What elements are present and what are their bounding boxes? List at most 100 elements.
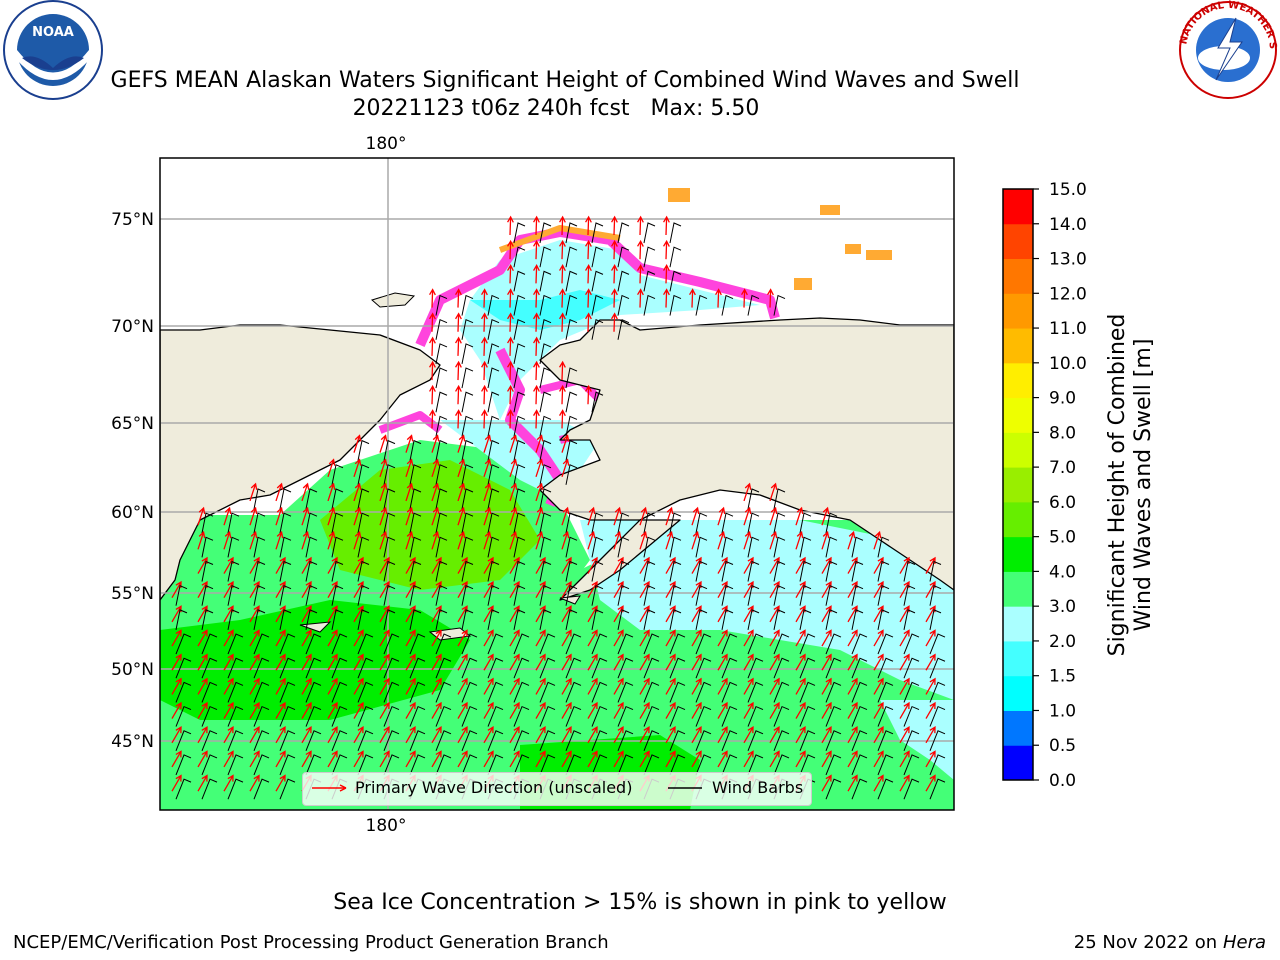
max-value: Max: 5.50: [650, 96, 760, 121]
wave-direction-arrow: [533, 360, 540, 381]
wind-barb: [747, 657, 764, 679]
colorbar-tick-label: 0.5: [1049, 736, 1076, 756]
wind-barb: [305, 730, 322, 751]
wind-barb: [643, 560, 656, 582]
wave-direction-arrow: [665, 629, 676, 647]
wave-direction-arrow: [509, 506, 518, 526]
wave-direction-arrow: [795, 653, 806, 671]
wave-direction-arrow: [741, 288, 748, 308]
wave-direction-arrow: [327, 506, 336, 526]
wave-direction-arrow: [223, 701, 234, 719]
wind-barb: [539, 391, 552, 413]
wind-barb: [409, 609, 422, 630]
colorbar-bin: [1003, 328, 1033, 364]
wave-direction-arrow: [533, 336, 540, 356]
wind-barb: [721, 584, 734, 606]
wave-direction-arrow: [559, 215, 566, 236]
colorbar-tick-label: 1.5: [1049, 667, 1076, 687]
wind-barb: [305, 681, 322, 703]
wave-direction-arrow: [431, 530, 440, 550]
wave-direction-arrow: [873, 774, 884, 792]
wave-direction-legend-icon: [312, 784, 347, 792]
wind-barb: [773, 488, 786, 510]
wind-barb: [357, 439, 370, 461]
wind-barb: [487, 319, 500, 340]
wind-barb: [487, 367, 500, 389]
wave-direction-arrow: [327, 701, 338, 719]
wave-direction-arrow: [481, 360, 488, 381]
wave-direction-arrow: [533, 264, 540, 284]
wind-barb: [643, 754, 660, 776]
colorbar-tick-label: 9.0: [1049, 389, 1076, 409]
wind-barb: [435, 488, 448, 510]
wind-barb: [539, 222, 552, 244]
wind-barb: [435, 343, 448, 364]
wind-barb: [591, 584, 604, 606]
wind-barb: [617, 560, 630, 582]
wind-barb: [773, 633, 790, 655]
wave-direction-arrow: [405, 506, 414, 526]
wave-direction-arrow: [301, 506, 310, 526]
wave-direction-arrow: [535, 653, 546, 671]
wind-barb: [461, 730, 478, 751]
wind-barb: [773, 512, 786, 534]
wind-barb: [929, 560, 942, 582]
wave-direction-arrow: [639, 530, 648, 550]
noaa-logo: NOAA: [3, 0, 103, 100]
wave-direction-arrow: [353, 726, 364, 744]
wind-barb: [565, 657, 582, 679]
colorbar-bin: [1003, 258, 1033, 294]
wind-barb: [617, 294, 630, 316]
wind-barb: [851, 681, 868, 703]
wind-barb: [851, 754, 868, 776]
wave-direction-arrow: [535, 458, 544, 478]
wind-barb: [487, 705, 504, 727]
colorbar-bin: [1003, 640, 1033, 677]
wave-direction-arrow: [613, 726, 624, 744]
wind-barb: [747, 633, 764, 655]
wave-direction-arrow: [559, 288, 566, 308]
wind-barb: [227, 657, 244, 679]
wave-direction-arrow: [301, 701, 312, 719]
colorbar-tick-label: 7.0: [1049, 458, 1076, 478]
wave-direction-arrow: [899, 629, 910, 647]
wind-barb: [799, 681, 816, 703]
wave-direction-arrow: [691, 506, 700, 526]
wave-direction-arrow: [899, 750, 910, 768]
wave-direction-arrow: [275, 774, 286, 792]
wave-direction-arrow: [481, 336, 488, 356]
wave-direction-arrow: [925, 629, 936, 647]
wind-barb: [487, 754, 504, 776]
wind-barb: [643, 681, 660, 703]
wind-barb: [851, 657, 868, 679]
colorbar-bin: [1003, 501, 1033, 538]
wind-barb: [929, 705, 946, 727]
wind-barb: [461, 754, 478, 776]
wind-barb: [357, 730, 374, 751]
colorbar-ticks: 0.0 0.5 1.0 1.5 2.0 3.0 4.0 5.0 6.0 7.0 8.0 9.0 10.0…: [1033, 180, 1087, 791]
wave-direction-arrow: [483, 677, 494, 695]
wind-barb: [513, 657, 530, 679]
wind-barb: [903, 657, 920, 679]
wave-direction-arrow: [483, 458, 492, 478]
wave-direction-arrow: [637, 215, 644, 236]
wave-direction-arrow: [717, 677, 728, 695]
wind-barb: [201, 512, 214, 534]
wave-direction-arrow: [197, 530, 206, 550]
colorbar: 0.0 0.5 1.0 1.5 2.0 3.0 4.0 5.0 6.0 7.0 8.0 9.0 10.0…: [1002, 180, 1156, 791]
wave-direction-arrow: [327, 482, 336, 502]
wave-direction-arrow: [405, 434, 414, 453]
wind-barb: [799, 754, 816, 776]
wave-direction-arrow: [353, 750, 364, 768]
wave-direction-arrow: [327, 458, 336, 478]
wind-barb: [929, 609, 942, 630]
wind-barb: [435, 584, 448, 606]
wind-barb: [669, 633, 686, 655]
wind-barb: [747, 560, 760, 582]
wave-direction-arrow: [665, 750, 676, 768]
lon-label-bottom: 180°: [366, 816, 407, 836]
colorbar-tick-label: 13.0: [1049, 250, 1087, 270]
wind-barb: [513, 222, 526, 244]
wind-barb: [825, 609, 838, 630]
footer-host: Hera: [1222, 932, 1266, 953]
